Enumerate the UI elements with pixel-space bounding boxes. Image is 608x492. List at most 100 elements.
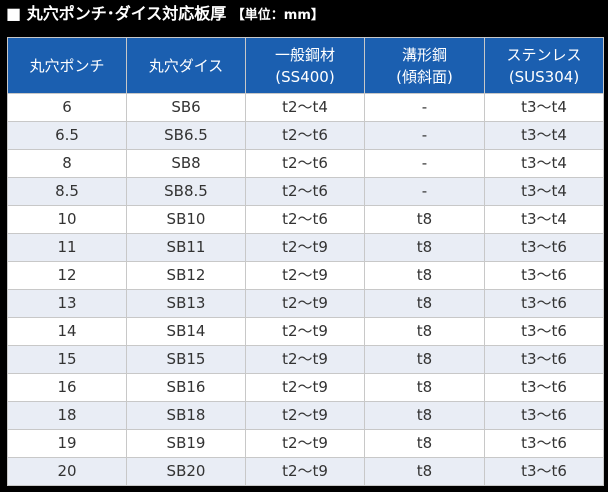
cell-general-steel: t2～t9: [245, 457, 365, 486]
cell-die: SB16: [126, 373, 246, 402]
cell-die: SB14: [126, 317, 246, 346]
cell-stainless: t3～t6: [484, 261, 604, 290]
cell-die: SB6.5: [126, 121, 246, 150]
cell-punch: 12: [7, 261, 127, 290]
cell-punch: 18: [7, 401, 127, 430]
cell-channel-steel: t8: [364, 233, 485, 262]
table-row: 19 SB19 t2～t9 t8 t3～t6: [7, 429, 604, 458]
header-die-label: 丸穴ダイス: [148, 56, 224, 75]
table-body: 6 SB6 t2～t4- t3～t4 6.5 SB6.5 t2～t6- t3～t4 8 SB8 t2…: [7, 93, 604, 486]
unit-label: 【単位：mm】: [231, 8, 324, 23]
cell-stainless: t3～t4: [484, 149, 604, 178]
cell-die: SB10: [126, 205, 246, 234]
header-punch: 丸穴ポンチ: [7, 37, 127, 94]
page-title: ■ 丸穴ポンチ･ダイス対応板厚 【単位：mm】: [0, 0, 608, 30]
cell-punch: 10: [7, 205, 127, 234]
cell-punch: 11: [7, 233, 127, 262]
header-channel-steel: 溝形鋼 (傾斜面): [364, 37, 485, 94]
table-row: 8 SB8 t2～t6- t3～t4: [7, 149, 604, 178]
cell-punch: 8.5: [7, 177, 127, 206]
cell-channel-steel: t8: [364, 205, 485, 234]
table-row: 6.5 SB6.5 t2～t6- t3～t4: [7, 121, 604, 150]
cell-punch: 6.5: [7, 121, 127, 150]
thickness-table-container: 丸穴ポンチ 丸穴ダイス 一般鋼材 (SS400) 溝形鋼 (傾斜面) ステンレス…: [7, 37, 604, 488]
cell-general-steel: t2～t9: [245, 233, 365, 262]
cell-stainless: t3～t6: [484, 401, 604, 430]
cell-channel-steel: -: [364, 177, 485, 206]
cell-stainless: t3～t6: [484, 289, 604, 318]
cell-general-steel: t2～t4: [245, 93, 365, 122]
cell-die: SB6: [126, 93, 246, 122]
table-row: 6 SB6 t2～t4- t3～t4: [7, 93, 604, 122]
cell-general-steel: t2～t9: [245, 429, 365, 458]
table-row: 14 SB14 t2～t9 t8 t3～t6: [7, 317, 604, 346]
cell-die: SB13: [126, 289, 246, 318]
cell-channel-steel: t8: [364, 289, 485, 318]
header-general-steel-sub: (SS400): [275, 67, 335, 86]
cell-punch: 6: [7, 93, 127, 122]
table-row: 16 SB16 t2～t9 t8 t3～t6: [7, 373, 604, 402]
header-stainless-label: ステンレス: [506, 45, 582, 64]
cell-general-steel: t2～t6: [245, 177, 365, 206]
table-row: 15 SB15 t2～t9 t8 t3～t6: [7, 345, 604, 374]
cell-general-steel: t2～t9: [245, 317, 365, 346]
header-general-steel: 一般鋼材 (SS400): [245, 37, 365, 94]
cell-punch: 16: [7, 373, 127, 402]
thickness-table: 丸穴ポンチ 丸穴ダイス 一般鋼材 (SS400) 溝形鋼 (傾斜面) ステンレス…: [7, 37, 604, 486]
cell-channel-steel: t8: [364, 317, 485, 346]
page-title-text: ■ 丸穴ポンチ･ダイス対応板厚: [6, 4, 227, 23]
cell-die: SB15: [126, 345, 246, 374]
cell-punch: 14: [7, 317, 127, 346]
cell-die: SB18: [126, 401, 246, 430]
cell-stainless: t3～t6: [484, 429, 604, 458]
cell-stainless: t3～t4: [484, 93, 604, 122]
table-row: 8.5 SB8.5 t2～t6- t3～t4: [7, 177, 604, 206]
cell-punch: 13: [7, 289, 127, 318]
table-header: 丸穴ポンチ 丸穴ダイス 一般鋼材 (SS400) 溝形鋼 (傾斜面) ステンレス…: [7, 37, 604, 94]
cell-stainless: t3～t6: [484, 317, 604, 346]
cell-general-steel: t2～t9: [245, 373, 365, 402]
header-channel-steel-label: 溝形鋼: [401, 45, 447, 64]
cell-die: SB8.5: [126, 177, 246, 206]
header-channel-steel-sub: (傾斜面): [396, 67, 453, 86]
cell-channel-steel: t8: [364, 401, 485, 430]
cell-die: SB20: [126, 457, 246, 486]
cell-general-steel: t2～t9: [245, 345, 365, 374]
cell-die: SB11: [126, 233, 246, 262]
cell-stainless: t3～t4: [484, 121, 604, 150]
header-row: 丸穴ポンチ 丸穴ダイス 一般鋼材 (SS400) 溝形鋼 (傾斜面) ステンレス…: [7, 37, 604, 94]
header-stainless-sub: (SUS304): [508, 67, 580, 86]
table-row: 13 SB13 t2～t9 t8 t3～t6: [7, 289, 604, 318]
cell-die: SB12: [126, 261, 246, 290]
table-row: 11 SB11 t2～t9 t8 t3～t6: [7, 233, 604, 262]
cell-channel-steel: t8: [364, 457, 485, 486]
header-punch-label: 丸穴ポンチ: [29, 56, 105, 75]
cell-stainless: t3～t4: [484, 177, 604, 206]
cell-channel-steel: -: [364, 93, 485, 122]
cell-stainless: t3～t4: [484, 205, 604, 234]
cell-stainless: t3～t6: [484, 345, 604, 374]
table-row: 12 SB12 t2～t9 t8 t3～t6: [7, 261, 604, 290]
cell-punch: 20: [7, 457, 127, 486]
table-row: 18 SB18 t2～t9 t8 t3～t6: [7, 401, 604, 430]
cell-general-steel: t2～t9: [245, 261, 365, 290]
cell-channel-steel: t8: [364, 373, 485, 402]
cell-general-steel: t2～t6: [245, 205, 365, 234]
cell-general-steel: t2～t9: [245, 401, 365, 430]
cell-general-steel: t2～t9: [245, 289, 365, 318]
cell-general-steel: t2～t6: [245, 121, 365, 150]
header-die: 丸穴ダイス: [126, 37, 246, 94]
cell-punch: 15: [7, 345, 127, 374]
cell-stainless: t3～t6: [484, 457, 604, 486]
cell-channel-steel: t8: [364, 429, 485, 458]
table-row: 10 SB10 t2～t6 t8 t3～t4: [7, 205, 604, 234]
cell-channel-steel: -: [364, 121, 485, 150]
cell-punch: 8: [7, 149, 127, 178]
cell-stainless: t3～t6: [484, 233, 604, 262]
cell-general-steel: t2～t6: [245, 149, 365, 178]
header-general-steel-label: 一般鋼材: [274, 45, 335, 64]
cell-channel-steel: t8: [364, 345, 485, 374]
cell-stainless: t3～t6: [484, 373, 604, 402]
cell-die: SB19: [126, 429, 246, 458]
header-stainless: ステンレス (SUS304): [484, 37, 604, 94]
